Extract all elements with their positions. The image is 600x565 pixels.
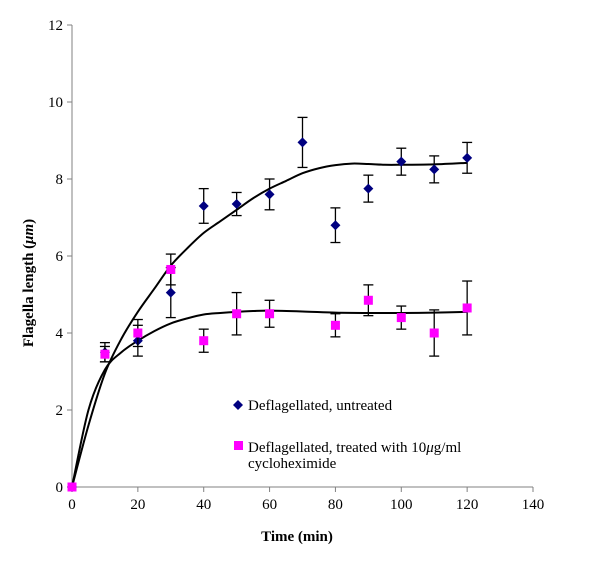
y-axis-title-unit: μm [21,224,37,245]
series-layer [67,116,473,492]
legend-item-untreated: Deflagellated, untreated [233,398,393,414]
x-tick-label: 100 [390,497,413,513]
x-tick-label: 120 [456,497,479,513]
x-tick-label: 60 [262,497,277,513]
legend-item-treated: Deflagellated, treated with 10μg/ml cycl… [234,440,461,472]
data-point-square [462,303,472,313]
legend-label-treated-line2: cycloheximide [248,456,337,472]
data-point-diamond [198,200,209,211]
y-axis-title: Flagella length (μm) [21,219,37,347]
legend-label-treated: Deflagellated, treated with 10μg/ml [248,440,461,456]
y-tick-label: 2 [56,403,64,419]
y-tick-label: 10 [48,95,63,111]
data-point-square [100,349,110,359]
data-point-diamond [429,164,440,175]
legend-marker-square-icon [234,441,243,450]
data-point-diamond [462,152,473,163]
data-point-diamond [165,287,176,298]
data-point-diamond [363,183,374,194]
legend-label-treated-mu: μ [425,440,434,456]
y-axis-title-main: Flagella length ( [21,244,37,347]
series-points-treated [67,253,473,492]
y-tick-label: 0 [56,480,64,496]
legend-marker-diamond-icon [233,400,243,410]
data-point-diamond [297,137,308,148]
legend-label-treated-main: Deflagellated, treated with 10 [248,440,426,456]
data-point-square [199,336,209,346]
data-point-square [232,309,242,319]
data-point-diamond [330,220,341,231]
x-tick-label: 80 [328,497,343,513]
data-point-square [133,328,143,338]
y-axis-title-close: ) [21,219,37,224]
x-axis-title: Time (min) [261,529,333,545]
y-tick-label: 8 [56,172,64,188]
x-tick-label: 0 [68,497,76,513]
data-point-square [429,328,439,338]
data-point-diamond [396,156,407,167]
data-point-square [330,320,340,330]
x-tick-label: 140 [522,497,545,513]
legend-label-untreated: Deflagellated, untreated [248,398,393,414]
data-point-square [166,264,176,274]
y-tick-label: 4 [56,326,64,342]
legend: Deflagellated, untreated Deflagellated, … [233,398,461,472]
data-point-diamond [264,189,275,200]
data-point-square [396,313,406,323]
data-point-square [265,309,275,319]
data-point-diamond [231,199,242,210]
data-point-square [363,295,373,305]
x-tick-label: 20 [130,497,145,513]
data-point-square [67,482,77,492]
y-tick-label: 6 [56,249,64,265]
y-tick-label: 12 [48,18,63,34]
legend-label-treated-rest: g/ml [434,440,462,456]
x-tick-label: 40 [196,497,211,513]
